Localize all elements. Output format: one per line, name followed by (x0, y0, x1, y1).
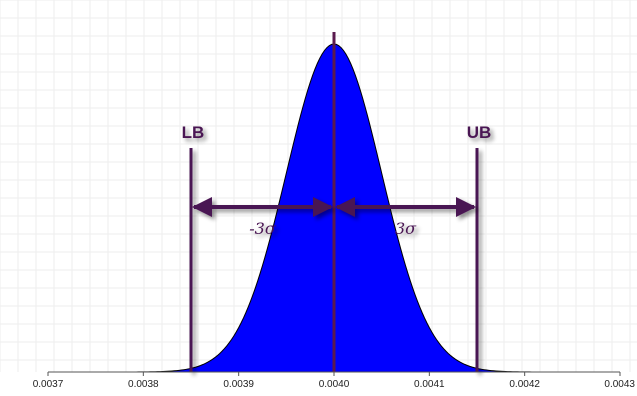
x-tick-label: 0.0037 (33, 379, 64, 390)
sigma-label: -3σ (249, 219, 277, 238)
bound-marker-lb: LB (182, 123, 205, 372)
sigma-label: 3σ (395, 219, 417, 238)
bound-marker-ub: UB (467, 123, 492, 372)
x-tick-label: 0.0038 (128, 379, 159, 390)
sigma-annotation-plus: 3σ (335, 197, 476, 238)
x-axis: 0.0037 0.0038 0.0039 0.0040 0.0041 0.0042 0.00… (33, 371, 635, 390)
marker-layer: LB UB -3σ 3σ (182, 32, 492, 372)
sigma-annotation-minus: -3σ (192, 197, 333, 238)
x-tick-label: 0.0040 (319, 379, 350, 390)
x-tick-label: 0.0041 (414, 379, 445, 390)
bound-label-ub: UB (467, 123, 492, 142)
x-tick-label: 0.0039 (223, 379, 254, 390)
x-tick-label: 0.0043 (604, 379, 635, 390)
x-tick-label: 0.0042 (509, 379, 540, 390)
bound-label-lb: LB (182, 123, 205, 142)
